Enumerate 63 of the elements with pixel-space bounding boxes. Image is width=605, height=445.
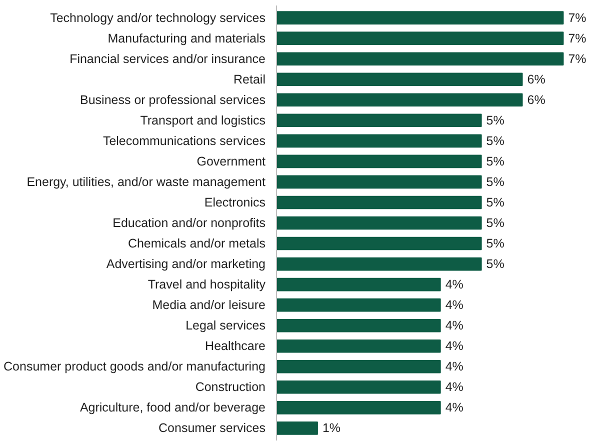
data-label: 7% xyxy=(568,10,586,25)
data-label: 5% xyxy=(486,216,504,230)
bar xyxy=(276,52,564,66)
bar xyxy=(276,318,441,332)
y-tick-label: Energy, utilities, and/or waste management xyxy=(26,174,266,189)
bar xyxy=(276,11,564,24)
bar xyxy=(276,216,482,230)
bar xyxy=(276,401,441,414)
y-tick-label: Consumer product goods and/or manufacturing xyxy=(4,360,266,374)
bar xyxy=(276,196,482,210)
y-tick-label: Education and/or nonprofits xyxy=(112,216,266,230)
y-tick-label: Retail xyxy=(234,72,266,86)
data-label: 4% xyxy=(445,298,464,312)
y-tick-label: Agriculture, food and/or beverage xyxy=(80,400,266,415)
y-tick-label: Transport and logistics xyxy=(140,113,266,128)
y-tick-label: Telecommunications services xyxy=(102,134,266,148)
data-label: 6% xyxy=(527,92,546,107)
data-label: 5% xyxy=(486,236,504,251)
y-tick-label: Government xyxy=(196,154,266,168)
data-label: 7% xyxy=(568,52,586,66)
bar xyxy=(276,422,318,435)
data-label: 7% xyxy=(568,31,586,46)
data-label: 6% xyxy=(527,72,546,86)
y-tick-label: Advertising and/or marketing xyxy=(106,257,266,272)
y-tick-label: Legal services xyxy=(186,318,266,333)
y-tick-label: Media and/or leisure xyxy=(152,298,266,312)
y-tick-label: Manufacturing and materials xyxy=(108,31,266,46)
data-label: 4% xyxy=(445,360,464,374)
data-label: 5% xyxy=(486,154,504,168)
bar xyxy=(276,380,441,394)
y-tick-label: Chemicals and/or metals xyxy=(128,236,266,251)
bar xyxy=(276,114,482,128)
data-label: 5% xyxy=(486,174,504,189)
bar xyxy=(276,93,523,107)
data-label: 5% xyxy=(486,113,504,128)
bar xyxy=(276,278,441,292)
bar xyxy=(276,257,482,271)
data-label: 4% xyxy=(445,318,464,333)
data-label: 4% xyxy=(445,400,464,415)
bar xyxy=(276,236,482,250)
bar xyxy=(276,134,482,148)
data-label: 4% xyxy=(445,278,464,292)
bar xyxy=(276,298,441,312)
bar xyxy=(276,154,482,168)
data-label: 4% xyxy=(445,339,464,354)
y-tick-label: Healthcare xyxy=(205,339,266,354)
data-label: 5% xyxy=(486,195,504,210)
y-tick-label: Travel and hospitality xyxy=(148,278,266,292)
bar xyxy=(276,175,482,189)
bar xyxy=(276,339,441,353)
y-tick-label: Construction xyxy=(195,380,266,394)
y-tick-label: Business or professional services xyxy=(80,92,266,107)
y-tick-label: Technology and/or technology services xyxy=(50,10,266,25)
data-label: 1% xyxy=(322,421,341,436)
data-label: 5% xyxy=(486,257,504,272)
bar xyxy=(276,360,441,374)
bar xyxy=(276,32,564,45)
bar xyxy=(276,72,523,86)
y-tick-label: Financial services and/or insurance xyxy=(70,52,266,66)
y-tick-label: Electronics xyxy=(204,195,266,210)
data-label: 5% xyxy=(486,134,504,148)
data-label: 4% xyxy=(445,380,464,394)
y-tick-label: Consumer services xyxy=(158,421,266,436)
